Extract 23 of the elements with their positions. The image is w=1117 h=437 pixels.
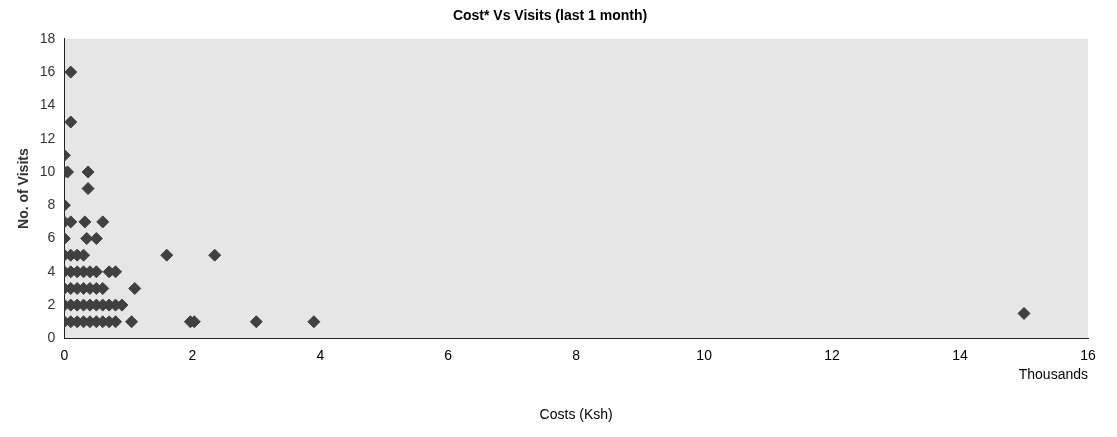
- text: Thousands: [1018, 366, 1088, 383]
- x-tick-label: 0: [60, 346, 69, 363]
- y-tick-label: 10: [39, 162, 56, 179]
- x-tick-label: 12: [824, 346, 841, 363]
- y-tick-label: 4: [47, 262, 56, 279]
- y-tick-label: 18: [39, 29, 56, 46]
- y-tick-label: 8: [47, 196, 56, 213]
- y-tick-label: 2: [47, 295, 56, 312]
- y-axis-title: No. of Visits: [15, 148, 32, 229]
- y-tick-label: 14: [39, 96, 56, 113]
- y-tick-label: 0: [47, 329, 56, 346]
- x-axis-title: Costs (Ksh): [539, 406, 613, 423]
- y-tick-label: 6: [47, 229, 56, 246]
- x-tick-label: 4: [316, 346, 325, 363]
- x-tick-label: 2: [188, 346, 197, 363]
- x-tick-label: 14: [952, 346, 969, 363]
- x-tick-label: 6: [444, 346, 453, 363]
- y-tick-label: 12: [39, 129, 56, 146]
- x-tick-label: 10: [696, 346, 713, 363]
- y-tick-label: 16: [39, 62, 56, 79]
- x-tick-label: 16: [1080, 346, 1096, 363]
- x-tick-label: 8: [572, 346, 581, 363]
- chart-title: Cost* Vs Visits (last 1 month): [452, 7, 648, 24]
